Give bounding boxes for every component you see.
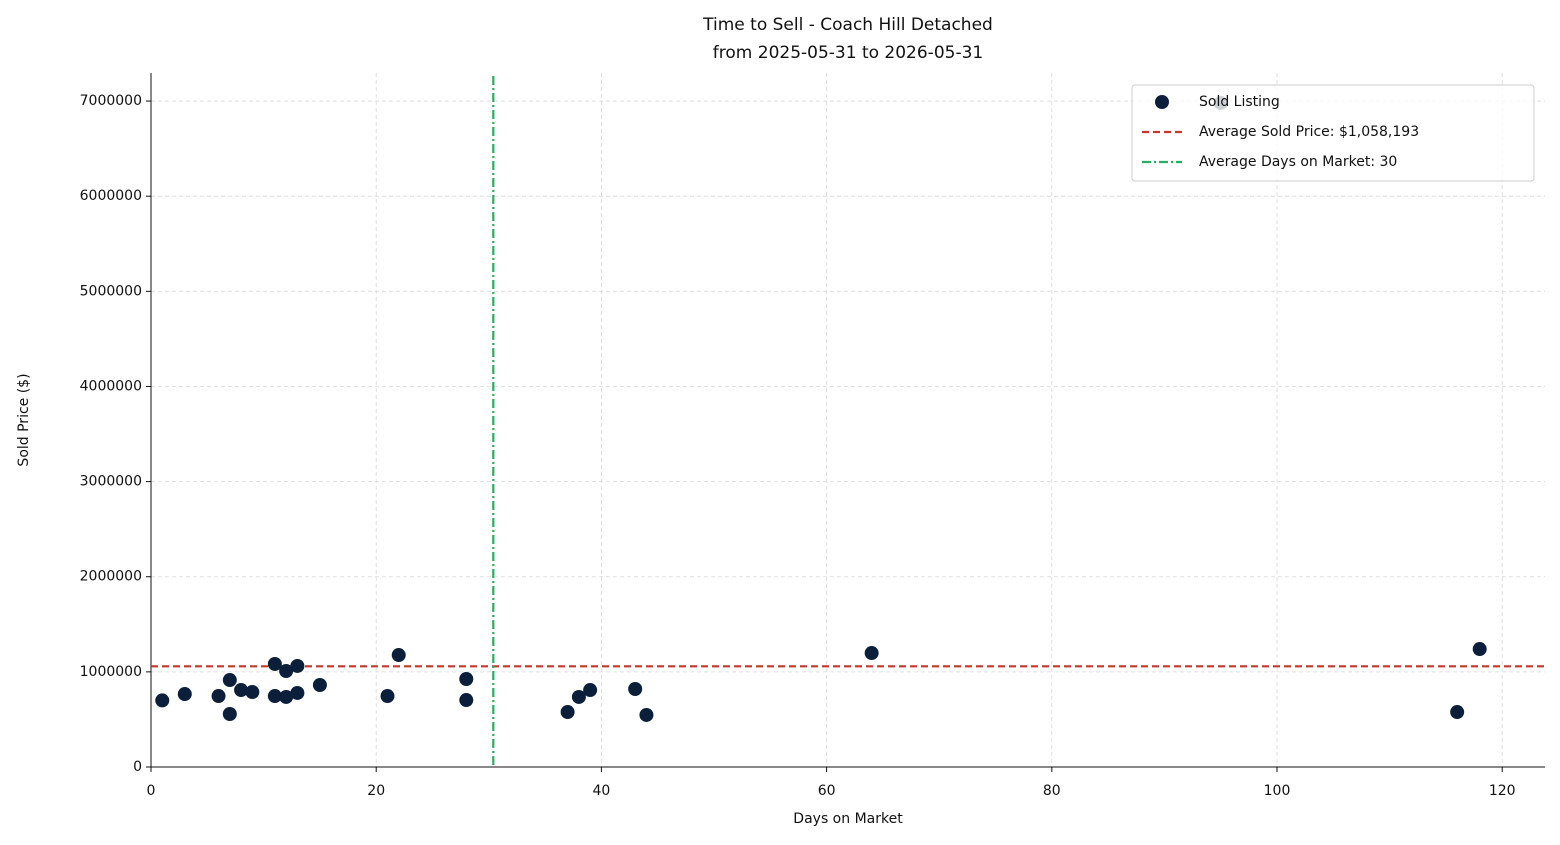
legend-box	[1131, 84, 1535, 182]
x-tick-label: 120	[1489, 783, 1516, 799]
point	[222, 673, 237, 688]
point	[1450, 705, 1465, 720]
point	[459, 693, 474, 708]
point	[234, 683, 249, 698]
y-tick-label: 6000000	[80, 188, 142, 204]
point	[1472, 642, 1487, 657]
point	[211, 689, 226, 704]
x-tick-label: 60	[818, 783, 836, 799]
x-axis-label: Days on Market	[793, 811, 903, 827]
x-tick-label: 20	[367, 783, 385, 799]
point	[177, 687, 192, 702]
y-tick-label: 5000000	[80, 283, 142, 299]
point	[290, 658, 305, 673]
y-tick-label: 3000000	[80, 474, 142, 490]
point	[279, 689, 294, 704]
y-axis-label: Sold Price ($)	[16, 373, 32, 466]
point	[864, 646, 879, 661]
legend-label: Sold Listing	[1199, 94, 1280, 110]
x-tick-label: 40	[592, 783, 610, 799]
point	[312, 677, 327, 692]
y-tick-label: 4000000	[80, 378, 142, 394]
y-tick-label: 2000000	[80, 569, 142, 585]
chart-subtitle: from 2025-05-31 to 2026-05-31	[713, 43, 983, 63]
point	[639, 707, 654, 722]
x-tick-label: 80	[1043, 783, 1061, 799]
x-tick-label: 0	[147, 783, 156, 799]
point	[571, 689, 586, 704]
point	[222, 707, 237, 722]
y-tick-label: 7000000	[80, 93, 142, 109]
point	[380, 689, 395, 704]
point	[279, 664, 294, 679]
point	[245, 685, 260, 700]
point	[459, 672, 474, 687]
point	[583, 683, 598, 698]
y-tick-label: 0	[133, 759, 142, 775]
legend-marker	[1155, 95, 1169, 109]
point	[391, 648, 406, 663]
point	[267, 689, 282, 704]
legend-label: Average Sold Price: $1,058,193	[1199, 124, 1419, 140]
x-tick-label: 100	[1264, 783, 1291, 799]
point	[290, 685, 305, 700]
legend-label: Average Days on Market: 30	[1199, 154, 1397, 170]
point	[155, 693, 170, 708]
point	[267, 656, 282, 671]
y-tick-label: 1000000	[80, 664, 142, 680]
chart-title: Time to Sell - Coach Hill Detached	[702, 15, 993, 35]
point	[628, 681, 643, 696]
point	[560, 705, 575, 720]
